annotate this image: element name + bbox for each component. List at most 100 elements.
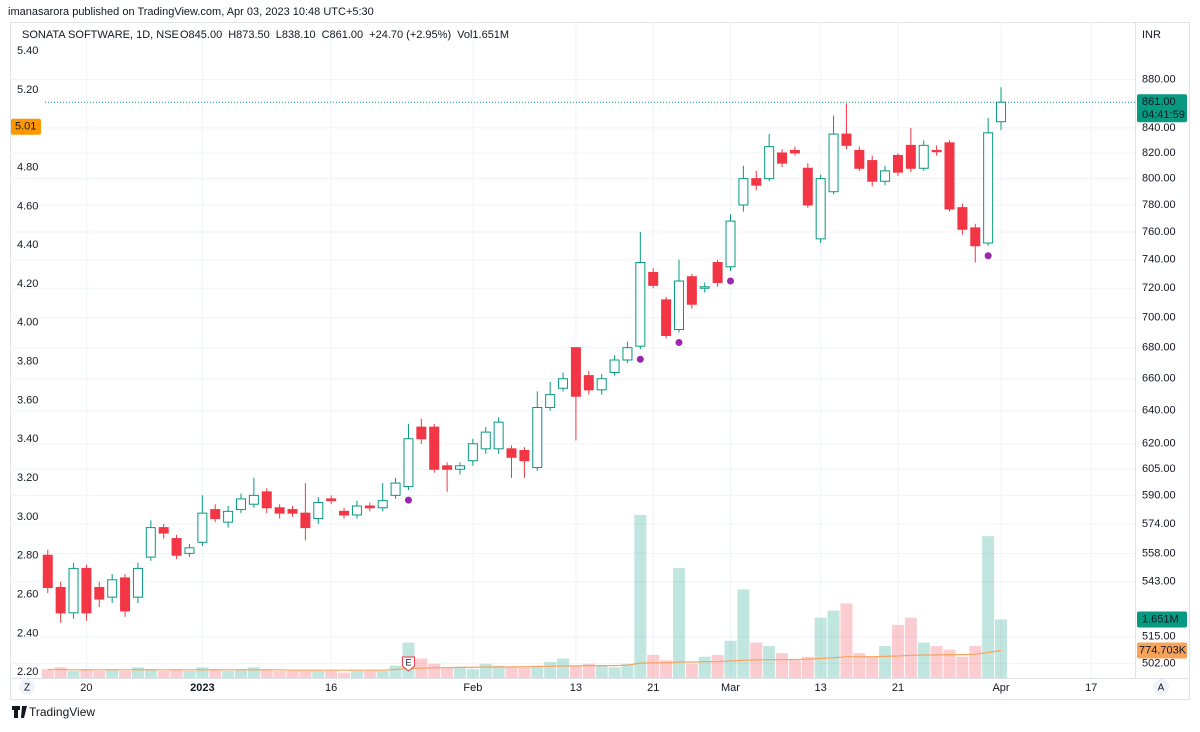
x-tick-label: 13 xyxy=(815,682,827,694)
candle-body xyxy=(55,586,66,614)
volume-bar xyxy=(724,640,737,678)
volume-bar xyxy=(763,646,776,678)
candle-body xyxy=(854,149,865,169)
left-tick-label: 5.20 xyxy=(17,84,38,96)
candle-body xyxy=(287,509,298,514)
candle-body xyxy=(699,286,710,289)
y-tick-label: 720.00 xyxy=(1142,282,1176,294)
y-tick-label: 502.00 xyxy=(1142,657,1176,669)
left-tick-label: 3.20 xyxy=(17,472,38,484)
last-price-label: 861.00 xyxy=(1142,96,1176,108)
candle-body xyxy=(442,465,453,470)
left-tick-label: 2.60 xyxy=(17,588,38,600)
legend-high: H873.50 xyxy=(228,29,270,41)
volume-bar xyxy=(621,663,634,678)
candle-body xyxy=(777,152,788,164)
candle-body xyxy=(145,527,156,558)
auto-button[interactable] xyxy=(1153,679,1169,695)
volume-bar xyxy=(157,670,170,678)
candle-body xyxy=(364,505,375,509)
candle-body xyxy=(519,450,530,462)
left-tick-label: 3.40 xyxy=(17,433,38,445)
volume-bar xyxy=(54,667,67,678)
volume-bar xyxy=(93,670,106,678)
volume-bar xyxy=(776,653,789,678)
candle-body xyxy=(94,586,105,600)
volume-bar xyxy=(183,670,196,678)
candle-body xyxy=(107,579,118,598)
candle-body xyxy=(738,178,749,206)
candle-body xyxy=(506,448,517,458)
legend-symbol: SONATA SOFTWARE, 1D, NSE xyxy=(22,29,179,41)
volume-bar xyxy=(672,568,685,678)
logo-icon xyxy=(12,706,27,718)
volume-bar xyxy=(247,667,260,678)
volume-bar xyxy=(466,669,479,678)
candle-body xyxy=(789,149,800,154)
x-tick-label: Mar xyxy=(721,682,740,694)
candle-body xyxy=(120,577,131,612)
candle-body xyxy=(828,133,839,193)
y-tick-label: 640.00 xyxy=(1142,405,1176,417)
volume-bar xyxy=(995,619,1008,678)
volume-bar xyxy=(441,667,454,678)
y-tick-label: 780.00 xyxy=(1142,199,1176,211)
candle-body xyxy=(918,144,929,169)
y-tick-label: 800.00 xyxy=(1142,173,1176,185)
scale-button-label[interactable]: Z xyxy=(24,683,30,694)
left-tick-label: 2.20 xyxy=(17,666,38,678)
y-tick-label: 840.00 xyxy=(1142,122,1176,134)
candle-body xyxy=(892,154,903,173)
volume-bar xyxy=(453,667,466,678)
signal-dot xyxy=(675,339,683,347)
x-tick-label: 13 xyxy=(570,682,582,694)
candle-body xyxy=(880,170,891,182)
volume-bar xyxy=(67,670,80,678)
volume-bar xyxy=(376,670,389,678)
publish-header: imanasarora published on TradingView.com… xyxy=(8,6,374,18)
left-tick-label: 3.00 xyxy=(17,511,38,523)
candle-body xyxy=(686,276,697,305)
volume-bar xyxy=(131,667,144,678)
candle-body xyxy=(480,431,491,450)
volume-ma-label-box xyxy=(1137,642,1187,659)
candle-body xyxy=(996,101,1007,123)
volume-bar xyxy=(969,646,982,678)
y-tick-label: 515.00 xyxy=(1142,631,1176,643)
volume-bar xyxy=(711,654,724,678)
candle-body xyxy=(184,547,195,554)
volume-bar xyxy=(119,670,132,678)
volume-bar xyxy=(853,653,866,678)
candle-body xyxy=(313,501,324,520)
left-tick-label: 4.20 xyxy=(17,278,38,290)
candle-body xyxy=(493,421,504,450)
volume-bar xyxy=(866,656,879,678)
volume-bar xyxy=(982,536,995,678)
volume-bar xyxy=(170,669,183,678)
volume-ma-line xyxy=(47,649,1002,671)
legend-close: C861.00 xyxy=(322,29,364,41)
x-tick-label: 17 xyxy=(1085,682,1097,694)
signal-dot xyxy=(404,496,412,504)
y-tick-label: 605.00 xyxy=(1142,463,1176,475)
volume-bar xyxy=(827,610,840,678)
candle-body xyxy=(274,507,285,514)
y-tick-label: 760.00 xyxy=(1142,226,1176,238)
earnings-label: E xyxy=(405,657,411,667)
volume-bar xyxy=(363,670,376,678)
volume-bar xyxy=(943,649,956,678)
currency: INR xyxy=(1142,29,1161,41)
plot-area: 880.00 840.00 820.00 800.00 780.00 760.00 740.… xyxy=(10,22,1187,694)
volume-bar xyxy=(222,670,235,678)
x-tick-label: 21 xyxy=(647,682,659,694)
y-tick-label: 820.00 xyxy=(1142,147,1176,159)
scale-button[interactable] xyxy=(19,679,35,695)
auto-button-label[interactable]: A xyxy=(1158,683,1165,694)
candle-body xyxy=(42,554,53,588)
volume-bar xyxy=(634,514,647,678)
candle-body xyxy=(596,378,607,391)
candle-body xyxy=(197,512,208,543)
volume-bar xyxy=(660,660,673,678)
